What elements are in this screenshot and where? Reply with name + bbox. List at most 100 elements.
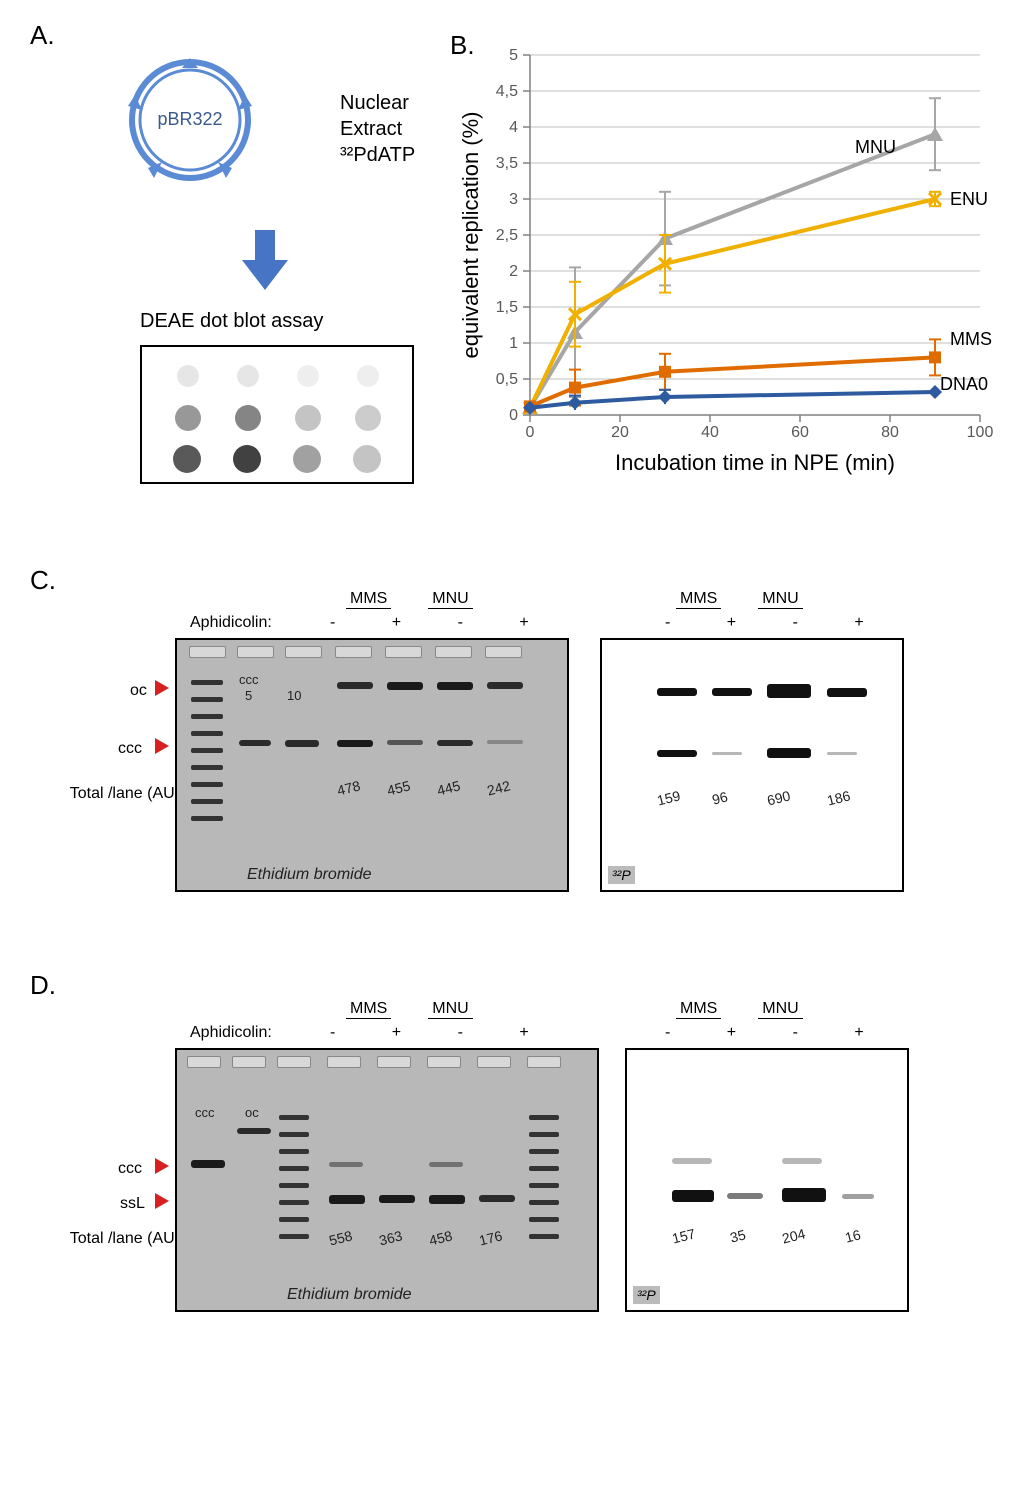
svg-text:0: 0 xyxy=(509,407,518,424)
svg-text:2,5: 2,5 xyxy=(496,227,518,244)
reagent-line-2: Extract xyxy=(340,116,415,142)
aphi-states-d: - + - + xyxy=(330,1024,555,1042)
group-mms-dr: MMS xyxy=(676,1000,721,1019)
dot xyxy=(293,445,321,473)
gelC-val: 455 xyxy=(385,777,412,798)
svg-text:80: 80 xyxy=(881,424,899,441)
dot xyxy=(175,405,201,431)
chart-xlabel: Incubation time in NPE (min) xyxy=(615,450,895,475)
aphi-states-dr: - + - + xyxy=(665,1024,890,1042)
plasmid-icon: pBR322 xyxy=(110,40,270,200)
gelD-val: 363 xyxy=(377,1227,404,1248)
process-arrow-icon xyxy=(240,225,290,295)
gelC2-val: 159 xyxy=(655,787,682,808)
gelC2-val: 690 xyxy=(765,787,792,808)
group-mnu-r: MNU xyxy=(758,590,802,609)
gelC2-val: 96 xyxy=(710,788,729,807)
panel-b-chart: 0 20 40 60 80 100 0 0,5 1 1,5 2 2,5 3 3,… xyxy=(460,35,1000,485)
svg-text:2: 2 xyxy=(509,263,518,280)
gelD2-val: 16 xyxy=(843,1226,862,1245)
reagent-line-1: Nuclear xyxy=(340,90,415,116)
gelC-group-headers: MMS MNU xyxy=(340,590,479,609)
gelC-val: 478 xyxy=(335,777,362,798)
tinymark-ccc-d: ccc xyxy=(195,1105,215,1120)
svg-text:20: 20 xyxy=(611,424,629,441)
group-mnu-d: MNU xyxy=(428,1000,472,1019)
gelC-caption: Ethidium bromide xyxy=(247,866,372,884)
marker-arrow-icon xyxy=(155,738,169,754)
svg-text:3: 3 xyxy=(509,191,518,208)
aphi-states-r: - + - + xyxy=(665,614,890,632)
svg-text:5: 5 xyxy=(509,47,518,64)
marker-arrow-icon xyxy=(155,1158,169,1174)
gelC2-group-headers: MMS MNU xyxy=(670,590,809,609)
aphidicolin-label: Aphidicolin: xyxy=(190,614,272,632)
gelD-caption: Ethidium bromide xyxy=(287,1286,412,1304)
gelC2-caption: ³²P xyxy=(608,866,635,884)
dot xyxy=(233,445,261,473)
svg-text:MNU: MNU xyxy=(855,137,896,157)
dot xyxy=(355,405,381,431)
dot xyxy=(237,365,259,387)
gelD-32p: 157 35 204 16 ³²P xyxy=(625,1048,909,1312)
dot xyxy=(235,405,261,431)
gelC-val: 242 xyxy=(485,777,512,798)
panel-d: MMS MNU Aphidicolin: - + - + MMS MNU - +… xyxy=(60,1000,980,1380)
panel-a: pBR322 Nuclear Extract ³²PdATP DEAE dot … xyxy=(80,40,440,200)
svg-text:DNA0: DNA0 xyxy=(940,374,988,394)
marker-arrow-icon xyxy=(155,680,169,696)
gelD2-caption: ³²P xyxy=(633,1286,660,1304)
svg-text:40: 40 xyxy=(701,424,719,441)
chart-svg: 0 20 40 60 80 100 0 0,5 1 1,5 2 2,5 3 3,… xyxy=(460,35,1000,485)
group-mms: MMS xyxy=(346,590,391,609)
tinymark-oc-d: oc xyxy=(245,1105,259,1120)
svg-text:4: 4 xyxy=(509,119,518,136)
marker-total: Total /lane (AU) xyxy=(50,785,180,803)
marker-ssl-d: ssL xyxy=(120,1195,145,1213)
gelD2-val: 157 xyxy=(670,1225,697,1246)
svg-text:60: 60 xyxy=(791,424,809,441)
chart-ylabel: equivalent replication (%) xyxy=(460,111,483,358)
assay-label: DEAE dot blot assay xyxy=(140,310,323,333)
gelC-val: 445 xyxy=(435,777,462,798)
aphidicolin-label-d: Aphidicolin: xyxy=(190,1024,272,1042)
svg-text:MMS: MMS xyxy=(950,329,992,349)
gelD-ethbr: ccc oc xyxy=(175,1048,599,1312)
marker-ccc-d: ccc xyxy=(118,1160,142,1178)
dot xyxy=(357,365,379,387)
gelD-val: 458 xyxy=(427,1227,454,1248)
gelD2-val: 204 xyxy=(780,1225,807,1246)
svg-text:3,5: 3,5 xyxy=(496,155,518,172)
reagent-line-3: ³²PdATP xyxy=(340,142,415,168)
dot xyxy=(297,365,319,387)
svg-text:1,5: 1,5 xyxy=(496,299,518,316)
plasmid-label: pBR322 xyxy=(157,109,222,129)
svg-text:4,5: 4,5 xyxy=(496,83,518,100)
dot xyxy=(173,445,201,473)
group-mnu-dr: MNU xyxy=(758,1000,802,1019)
svg-text:100: 100 xyxy=(967,424,994,441)
panel-c: MMS MNU Aphidicolin: - + - + MMS MNU - +… xyxy=(60,590,980,950)
tinymark-10: 10 xyxy=(287,688,301,703)
group-mnu: MNU xyxy=(428,590,472,609)
marker-ccc: ccc xyxy=(118,740,142,758)
tinymark-5: 5 xyxy=(245,688,252,703)
dotblot-box xyxy=(140,345,414,484)
marker-arrow-icon xyxy=(155,1193,169,1209)
gelD2-val: 35 xyxy=(728,1226,747,1245)
panel-label-d: D. xyxy=(30,970,56,1001)
panel-label-c: C. xyxy=(30,565,56,596)
panel-label-a: A. xyxy=(30,20,55,51)
gelD-group-headers: MMS MNU xyxy=(340,1000,479,1019)
svg-text:0: 0 xyxy=(526,424,535,441)
tinymark-ccc: ccc xyxy=(239,672,259,687)
group-mms-r: MMS xyxy=(676,590,721,609)
figure-root: A. B. C. D. pBR322 Nuclear Extract xyxy=(20,20,1010,1480)
gelD-val: 558 xyxy=(327,1227,354,1248)
svg-text:0,5: 0,5 xyxy=(496,371,518,388)
marker-oc: oc xyxy=(130,682,147,700)
aphi-states: - + - + xyxy=(330,614,555,632)
gelD2-group-headers: MMS MNU xyxy=(670,1000,809,1019)
svg-text:ENU: ENU xyxy=(950,189,988,209)
svg-text:1: 1 xyxy=(509,335,518,352)
